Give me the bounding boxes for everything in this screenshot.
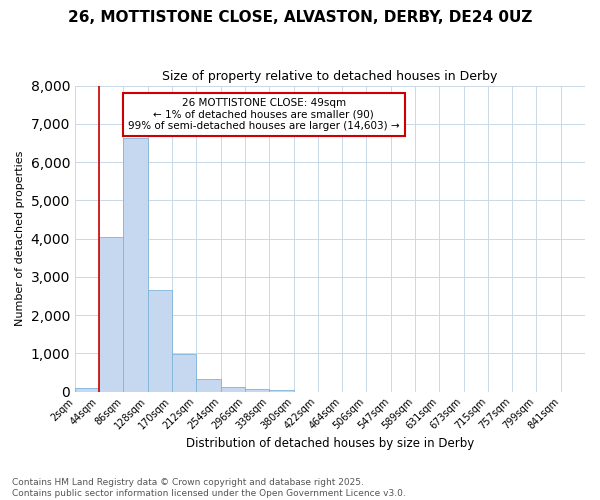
Bar <box>269 390 293 392</box>
Bar <box>75 388 99 392</box>
Text: Contains HM Land Registry data © Crown copyright and database right 2025.
Contai: Contains HM Land Registry data © Crown c… <box>12 478 406 498</box>
Bar <box>124 138 148 392</box>
Bar <box>245 388 269 392</box>
Bar <box>196 379 221 392</box>
Bar <box>221 387 245 392</box>
X-axis label: Distribution of detached houses by size in Derby: Distribution of detached houses by size … <box>186 437 474 450</box>
Bar <box>99 236 124 392</box>
Text: 26 MOTTISTONE CLOSE: 49sqm
← 1% of detached houses are smaller (90)
99% of semi-: 26 MOTTISTONE CLOSE: 49sqm ← 1% of detac… <box>128 98 400 131</box>
Title: Size of property relative to detached houses in Derby: Size of property relative to detached ho… <box>162 70 497 83</box>
Bar <box>148 290 172 392</box>
Bar <box>172 354 196 392</box>
Text: 26, MOTTISTONE CLOSE, ALVASTON, DERBY, DE24 0UZ: 26, MOTTISTONE CLOSE, ALVASTON, DERBY, D… <box>68 10 532 25</box>
Y-axis label: Number of detached properties: Number of detached properties <box>15 151 25 326</box>
